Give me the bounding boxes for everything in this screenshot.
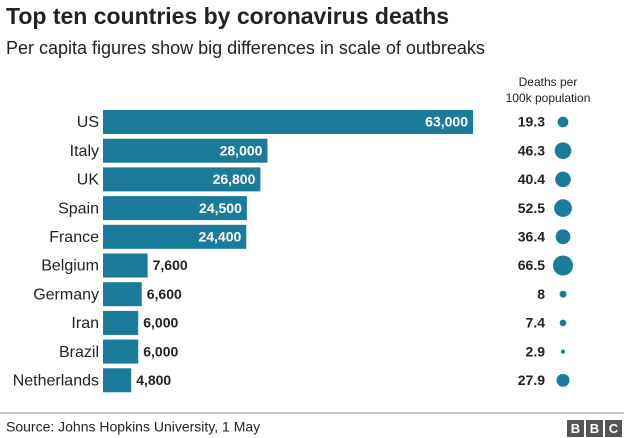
value-label: 4,800 xyxy=(136,372,171,388)
bar xyxy=(103,167,261,192)
logo-box xyxy=(567,420,584,437)
logo-letter: B xyxy=(590,421,599,436)
per-capita-label: 52.5 xyxy=(518,200,545,216)
value-label: 6,600 xyxy=(147,286,182,302)
bar xyxy=(103,138,268,163)
per-capita-label: 40.4 xyxy=(518,171,545,187)
per-capita-bubble xyxy=(557,116,569,128)
category-label: Belgium xyxy=(41,258,99,275)
bar xyxy=(103,110,473,134)
chart-subtitle: Per capita figures show big differences … xyxy=(6,38,485,58)
column-title: Deaths per xyxy=(519,75,578,89)
category-label: Italy xyxy=(70,143,99,160)
logo-letter: C xyxy=(609,421,619,436)
category-label: France xyxy=(49,229,99,246)
per-capita-bubble xyxy=(555,229,571,245)
category-label: Iran xyxy=(71,315,99,332)
per-capita-label: 36.4 xyxy=(518,229,545,245)
per-capita-bubble xyxy=(554,142,572,160)
value-label: 7,600 xyxy=(153,257,188,273)
per-capita-bubble xyxy=(556,373,570,387)
bar xyxy=(103,196,247,221)
value-label: 26,800 xyxy=(213,171,256,187)
category-label: US xyxy=(77,114,99,131)
category-label: UK xyxy=(77,172,100,189)
logo-box xyxy=(605,420,622,437)
category-label: Netherlands xyxy=(13,373,99,390)
logo-box xyxy=(586,420,603,437)
value-label: 24,500 xyxy=(199,200,242,216)
per-capita-label: 19.3 xyxy=(518,114,545,130)
source: Source: Johns Hopkins University, 1 May xyxy=(6,419,260,435)
bar xyxy=(103,368,132,393)
value-label: 6,000 xyxy=(143,343,178,359)
logo-letter: B xyxy=(571,421,580,436)
per-capita-label: 2.9 xyxy=(526,343,546,359)
category-label: Spain xyxy=(58,200,99,217)
per-capita-label: 8 xyxy=(537,286,545,302)
per-capita-bubble xyxy=(554,199,572,217)
per-capita-label: 46.3 xyxy=(518,142,545,158)
bar xyxy=(103,310,139,335)
per-capita-bubble xyxy=(559,319,567,327)
value-label: 28,000 xyxy=(220,142,263,158)
value-label: 6,000 xyxy=(143,315,178,331)
category-label: Brazil xyxy=(59,344,99,361)
chart-title: Top ten countries by coronavirus deaths xyxy=(6,3,449,29)
bar xyxy=(103,282,142,307)
per-capita-bubble xyxy=(560,349,566,354)
column-title: 100k population xyxy=(506,91,591,105)
per-capita-label: 7.4 xyxy=(526,315,546,331)
per-capita-bubble xyxy=(553,255,573,276)
per-capita-bubble xyxy=(559,290,567,298)
value-label: 24,400 xyxy=(198,229,241,245)
per-capita-label: 27.9 xyxy=(518,372,545,388)
bar xyxy=(103,224,247,249)
category-label: Germany xyxy=(33,286,99,303)
per-capita-label: 66.5 xyxy=(518,257,545,273)
bar xyxy=(103,253,148,278)
bar xyxy=(103,339,139,364)
value-label: 63,000 xyxy=(425,114,468,130)
per-capita-bubble xyxy=(555,171,571,188)
